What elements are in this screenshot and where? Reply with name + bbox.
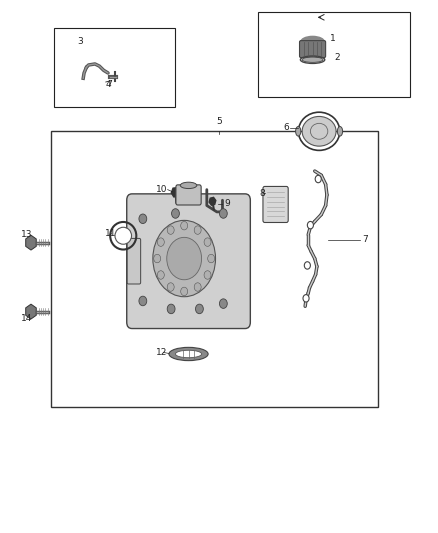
Circle shape <box>194 226 201 235</box>
Circle shape <box>154 254 161 263</box>
Circle shape <box>315 175 321 183</box>
Circle shape <box>153 220 215 297</box>
FancyBboxPatch shape <box>258 12 410 97</box>
Ellipse shape <box>337 126 343 136</box>
Text: 8: 8 <box>259 189 265 198</box>
Ellipse shape <box>176 350 201 358</box>
Circle shape <box>167 237 201 280</box>
Text: 6: 6 <box>283 123 289 132</box>
Text: 4: 4 <box>106 80 111 89</box>
Circle shape <box>139 296 147 306</box>
Circle shape <box>139 214 147 223</box>
Circle shape <box>157 238 164 246</box>
FancyBboxPatch shape <box>300 41 325 58</box>
Text: 2: 2 <box>334 53 340 62</box>
Text: 12: 12 <box>156 348 167 357</box>
Polygon shape <box>209 197 216 205</box>
Ellipse shape <box>300 36 325 48</box>
Circle shape <box>219 299 227 309</box>
Circle shape <box>208 254 215 263</box>
Circle shape <box>167 304 175 314</box>
Circle shape <box>167 226 174 235</box>
FancyBboxPatch shape <box>127 238 141 284</box>
FancyBboxPatch shape <box>176 185 201 205</box>
Circle shape <box>167 283 174 291</box>
FancyBboxPatch shape <box>53 28 176 108</box>
Circle shape <box>219 209 227 218</box>
Ellipse shape <box>115 227 131 244</box>
Circle shape <box>157 271 164 279</box>
Circle shape <box>204 238 211 246</box>
FancyBboxPatch shape <box>127 194 251 328</box>
Circle shape <box>194 283 201 291</box>
Circle shape <box>172 209 180 218</box>
Text: 7: 7 <box>363 236 368 245</box>
FancyBboxPatch shape <box>263 187 288 222</box>
Ellipse shape <box>302 57 323 62</box>
Text: 10: 10 <box>156 185 167 194</box>
Text: 14: 14 <box>21 314 32 323</box>
Ellipse shape <box>169 348 208 361</box>
Ellipse shape <box>302 116 336 146</box>
Circle shape <box>181 287 187 296</box>
Circle shape <box>304 262 311 269</box>
Ellipse shape <box>180 182 197 189</box>
Circle shape <box>181 221 187 230</box>
Polygon shape <box>171 188 180 197</box>
Text: 13: 13 <box>21 230 32 239</box>
Circle shape <box>204 271 211 279</box>
Text: 11: 11 <box>105 229 117 238</box>
FancyBboxPatch shape <box>51 131 378 407</box>
Circle shape <box>195 304 203 314</box>
Text: 5: 5 <box>216 117 222 126</box>
Text: 1: 1 <box>330 34 336 43</box>
Text: 3: 3 <box>78 37 83 46</box>
Text: 9: 9 <box>224 199 230 208</box>
Ellipse shape <box>296 126 301 136</box>
Circle shape <box>307 221 314 229</box>
Circle shape <box>303 295 309 302</box>
